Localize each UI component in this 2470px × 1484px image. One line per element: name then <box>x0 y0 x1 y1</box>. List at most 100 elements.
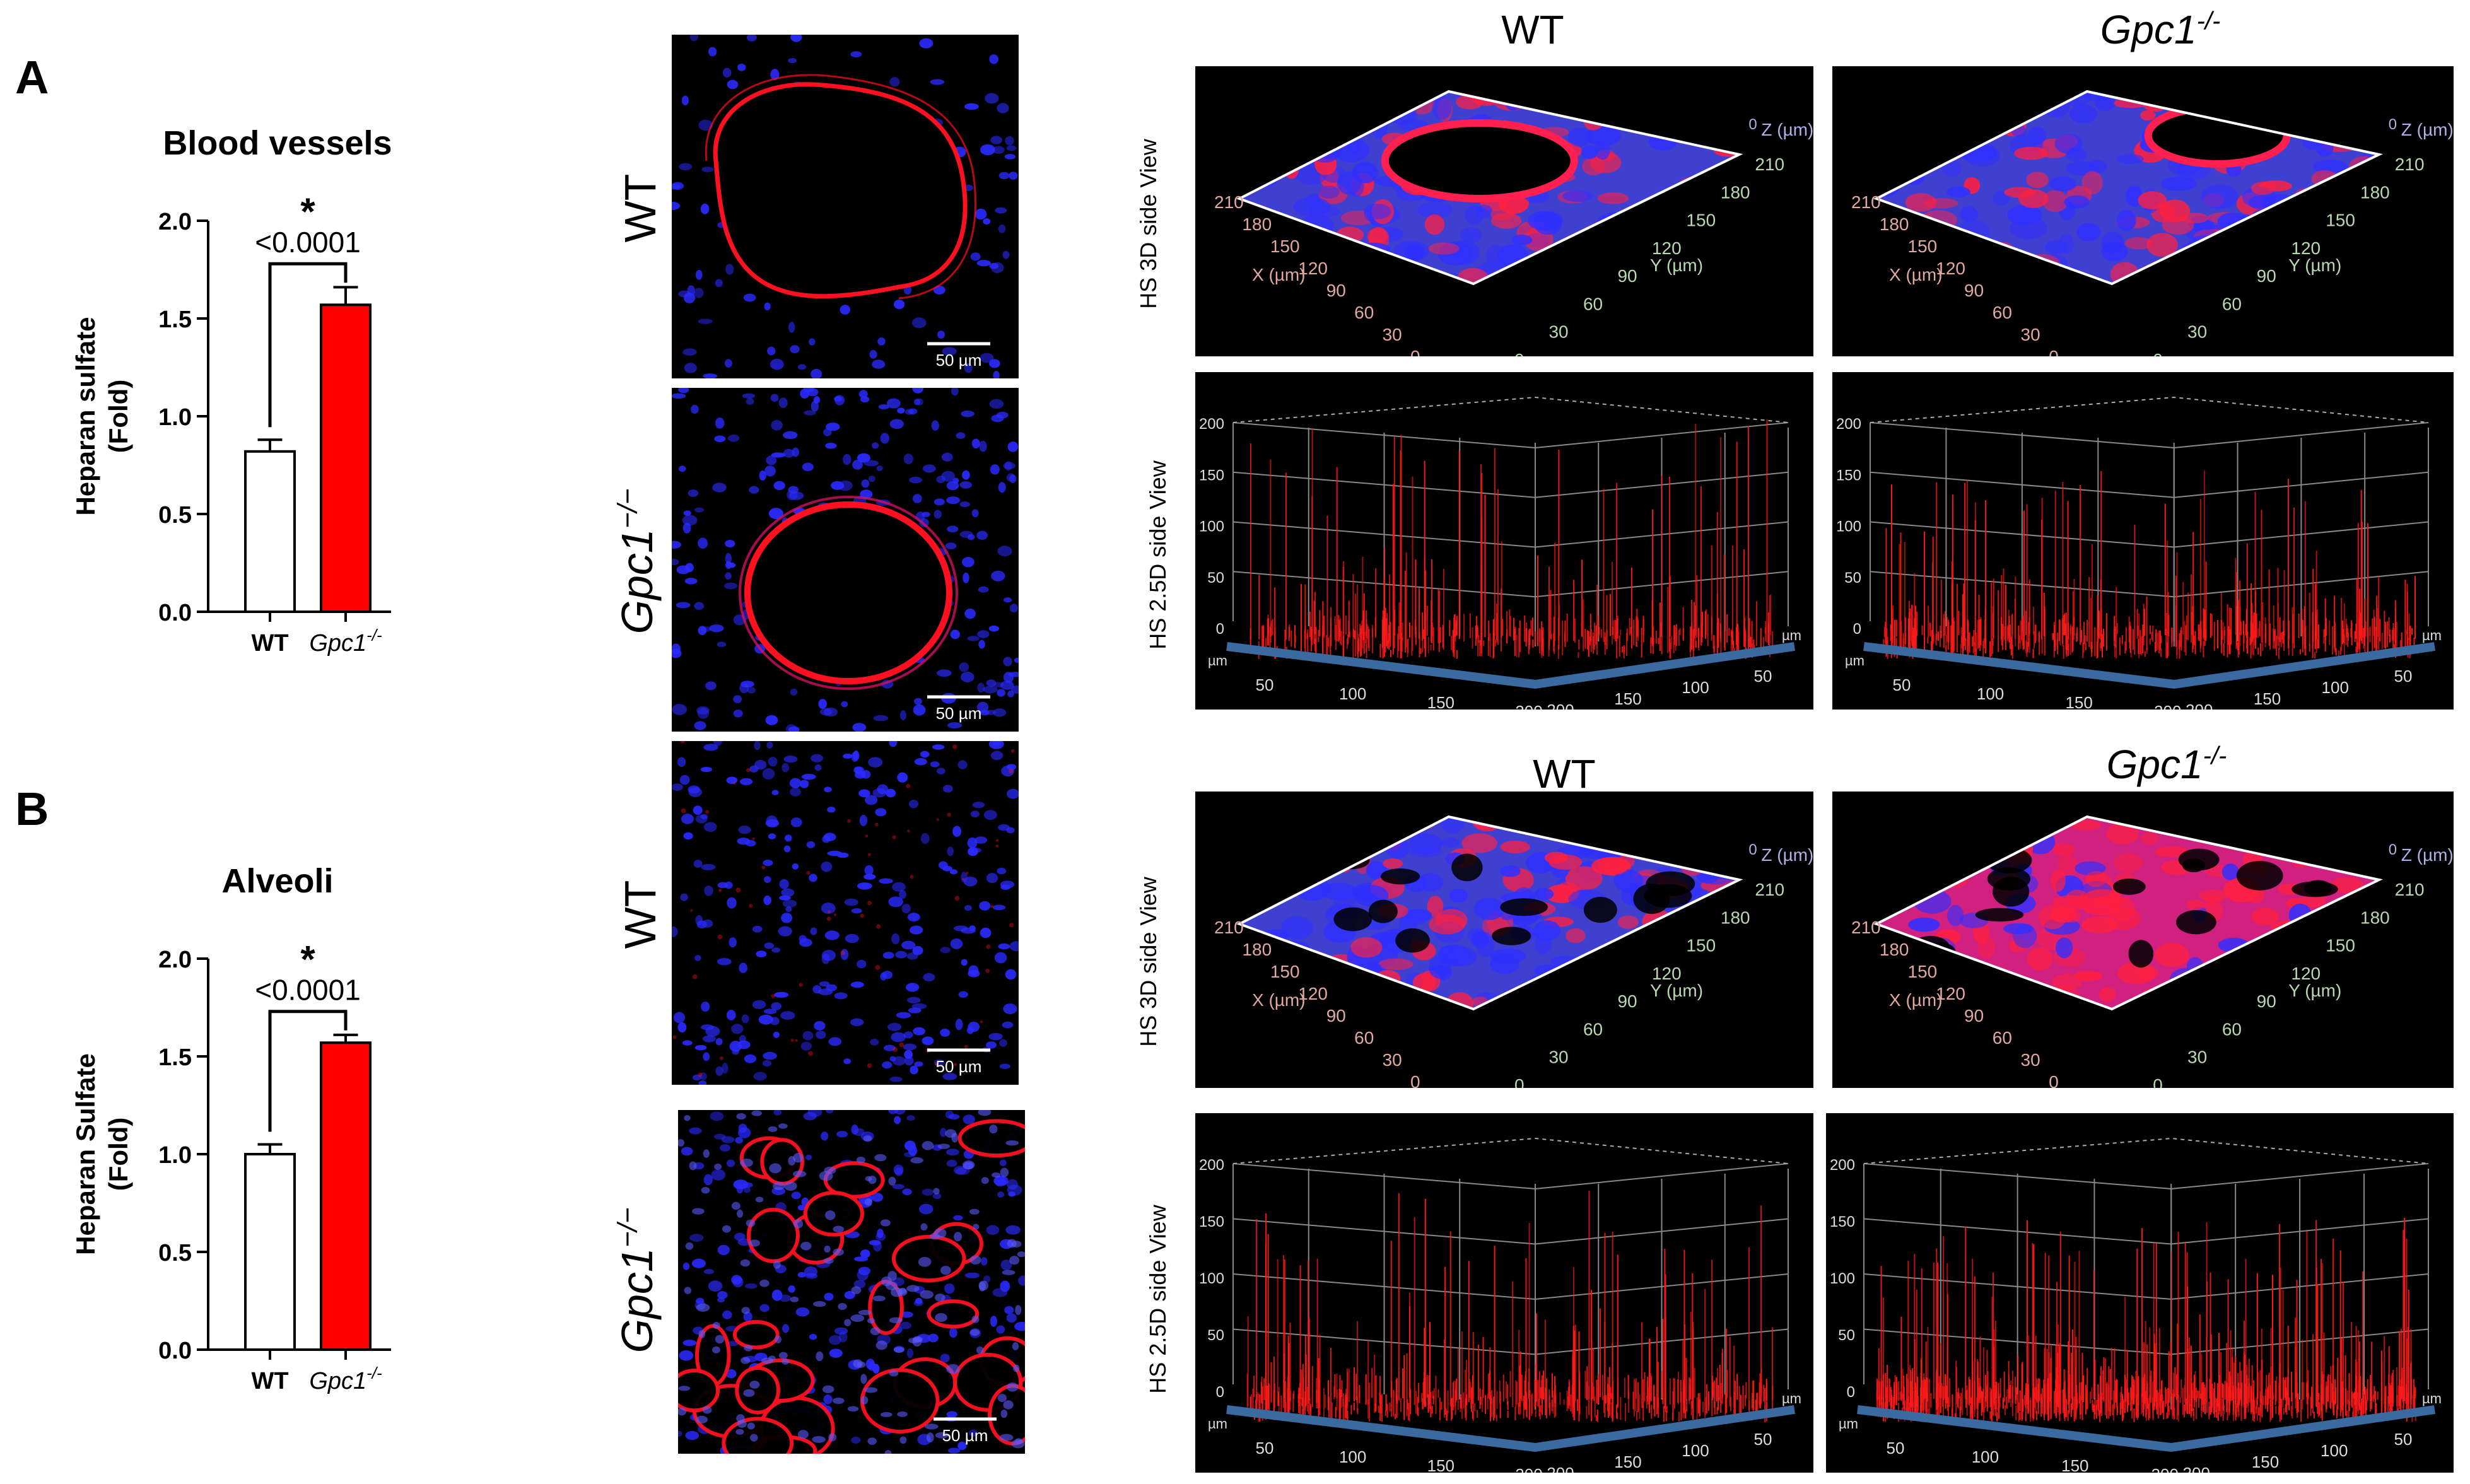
y-tick-label: 150 <box>2326 211 2355 230</box>
scale-bar-label: 50 µm <box>936 351 982 370</box>
x-tick-label: 120 <box>1936 259 1965 278</box>
side-label-25d-bottom: HS 2.5D side View <box>1145 1205 1171 1394</box>
bar-chart-alveoli: Alveoli Heparan Sulfate (Fold) 0.0 0.5 1.0 1.5… <box>71 862 391 1394</box>
y-tick-label: 100 <box>2322 678 2349 697</box>
y-axis-label: Y (µm) <box>1650 255 1703 275</box>
surface-3d-wt-vessel: 21021018018015015012012090906060303000X … <box>1195 66 1813 356</box>
column-heading-gpc1-top: Gpc1-/- <box>2100 7 2221 52</box>
x-tick-label: 100 <box>1972 1447 1999 1466</box>
x-tick-label: Gpc1-/- <box>309 1364 382 1394</box>
x-tick-label: 50 <box>1887 1439 1905 1458</box>
row-label-wt-1: WT <box>616 173 665 243</box>
plot-grid <box>1232 396 1789 646</box>
y-tick-label: 200 <box>1547 1464 1574 1473</box>
panel-letter-a: A <box>15 51 49 103</box>
y-tick-label: 180 <box>2360 182 2390 202</box>
y-tick-label: 1.0 <box>158 404 192 431</box>
surface-frame <box>1236 90 1743 286</box>
z-zero-label: 0 <box>1748 841 1757 858</box>
x-tick-label: 150 <box>2061 1456 2088 1473</box>
vessel-lumen <box>1381 119 1578 202</box>
y-tick-label: 1.0 <box>158 1142 192 1169</box>
x-tick-label: 60 <box>1993 1028 2012 1048</box>
surface-3d-gpc1-vessel: 21021018018015015012012090906060303000X … <box>1832 66 2454 356</box>
y-axis-label: Y (µm) <box>2288 255 2341 275</box>
x-tick-label: 210 <box>1851 192 1881 212</box>
surface-frame <box>1236 815 1743 1011</box>
y-tick-label: 2.0 <box>158 209 192 235</box>
y-tick-label: 0.5 <box>158 1240 192 1266</box>
z-axis-label: Z (µm) <box>2401 845 2454 865</box>
y-tick-label: 120 <box>2291 238 2321 258</box>
z-tick-label: 100 <box>1199 1270 1224 1287</box>
plot-base <box>1863 642 2436 689</box>
y-tick-label: 100 <box>1682 678 1709 697</box>
y-tick-label: 30 <box>2187 1048 2207 1067</box>
x-tick-label: 0 <box>2049 1072 2059 1088</box>
y-tick-label: 50 <box>1754 1430 1772 1449</box>
x-tick-label: 120 <box>1936 984 1965 1003</box>
x-tick-label: 30 <box>1383 325 1402 344</box>
z-tick-label: 50 <box>1844 570 1861 587</box>
x-tick-label: 150 <box>2065 693 2092 710</box>
y-tick-label: 1.5 <box>158 1044 192 1071</box>
y-tick-label: 90 <box>2257 266 2276 286</box>
micrograph-gpc1-blood-vessel: 50 µm <box>672 388 1019 732</box>
surface-3d-gpc1-alveoli: 210 210 180 180 150 150 120 120 90 90 60 60 30 30 0 0 X … <box>1832 792 2454 1088</box>
y-tick-label: 120 <box>1652 238 1682 258</box>
significance-bracket <box>268 1010 348 1132</box>
bar-alveoli-wt <box>244 1153 296 1351</box>
y-tick-label: 90 <box>1617 991 1637 1011</box>
y-tick-label: 150 <box>1614 1452 1641 1471</box>
y-tick-label: 50 <box>2394 667 2413 686</box>
x-axis-label: X (µm) <box>1889 990 1943 1010</box>
plot-grid <box>1870 396 2429 646</box>
x-tick-label: 180 <box>1242 940 1272 959</box>
z-axis-label: Z (µm) <box>1761 845 1813 865</box>
x-tick-label: 210 <box>1851 918 1881 937</box>
y-tick-label: 0.0 <box>158 600 192 626</box>
y-tick-label: 120 <box>1652 964 1682 983</box>
x-tick-label: 30 <box>1383 1050 1402 1070</box>
y-tick-label: 210 <box>1755 880 1784 899</box>
z-tick-label: 0 <box>1216 621 1224 638</box>
y-axis-label: Heparan sulfate (Fold) <box>71 317 133 515</box>
plot-base <box>1857 1405 2435 1452</box>
z-tick-label: 100 <box>1199 518 1224 535</box>
y-tick-label: 120 <box>2291 964 2321 983</box>
x-tick-label: 150 <box>1270 237 1300 256</box>
z-tick-label: 150 <box>1199 1213 1224 1230</box>
y-tick-label: 50 <box>1754 667 1772 686</box>
intensity-spikes <box>1250 419 1774 659</box>
intensity-spikes <box>1246 1191 1774 1422</box>
x-tick-label: 200 <box>1515 1465 1542 1473</box>
x-tick-label: 180 <box>1880 940 1909 959</box>
micrograph-wt-alveoli: 50 µm <box>672 741 1019 1085</box>
x-unit-label: µm <box>1208 1416 1227 1432</box>
significance-star: * <box>300 938 315 981</box>
scale-bar-label: 50 µm <box>942 1426 988 1445</box>
z-axis-label: Z (µm) <box>2401 120 2454 139</box>
y-tick-label: 30 <box>2187 322 2207 342</box>
z-tick-label: 200 <box>1830 1157 1855 1174</box>
y-tick-label: 150 <box>2252 1452 2279 1471</box>
z-tick-label: 150 <box>1199 467 1224 484</box>
x-tick-label: 90 <box>1964 281 1984 300</box>
x-tick-label: 90 <box>1964 1006 1984 1025</box>
y-axis-label: Y (µm) <box>2288 981 2341 1000</box>
y-tick-label: 0 <box>2153 1075 2163 1088</box>
vessel-lumen <box>2144 103 2291 168</box>
bar-blood-wt <box>244 450 296 613</box>
y-tick-label: 210 <box>1755 155 1784 174</box>
z-tick-label: 50 <box>1207 570 1224 587</box>
x-tick-label: 90 <box>1326 1006 1346 1025</box>
y-tick-label: 180 <box>1721 182 1750 202</box>
chart-title: Alveoli <box>221 862 333 900</box>
scale-bar-label: 50 µm <box>936 704 982 723</box>
y-tick-label: 180 <box>2360 908 2390 927</box>
y-tick-label: 150 <box>1614 689 1641 708</box>
y-tick-label: 210 <box>2395 155 2425 174</box>
x-tick-label: Gpc1-/- <box>309 626 382 657</box>
x-tick-label: 180 <box>1880 214 1909 234</box>
x-tick-label: 150 <box>1908 237 1938 256</box>
